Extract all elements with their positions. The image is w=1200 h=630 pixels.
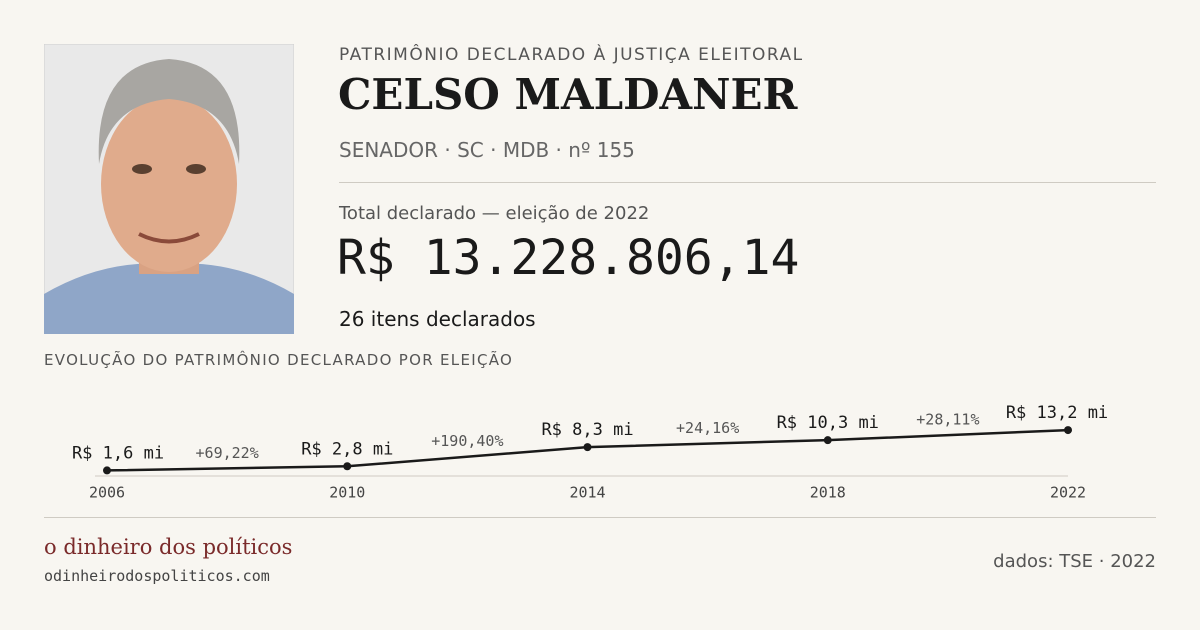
- name: CELSO MALDANER: [338, 70, 798, 119]
- chart: R$ 1,6 mi 2006 R$ 2,8 mi 2010 R$ 8,3 mi 2014 R…: [72, 403, 1108, 502]
- x-tick-label: 2006: [89, 484, 125, 502]
- value-label: R$ 1,6 mi: [72, 443, 164, 463]
- point: [583, 443, 592, 452]
- brand: o dinheiro dos políticos: [44, 535, 293, 559]
- divider: [339, 182, 1156, 183]
- change-label: +28,11%: [916, 411, 979, 429]
- total-label: Total declarado — eleição de 2022: [339, 203, 650, 224]
- items-count: 26 itens declarados: [339, 307, 536, 331]
- url: odinheirodospoliticos.com: [44, 567, 270, 585]
- point: [823, 436, 832, 445]
- change-label: +24,16%: [676, 419, 739, 437]
- x-tick-label: 2018: [810, 484, 846, 502]
- x-tick-label: 2014: [569, 484, 605, 502]
- total-amount: R$ 13.228.806,14: [337, 230, 800, 286]
- change-label: +69,22%: [196, 444, 259, 462]
- point: [103, 466, 111, 475]
- x-tick-label: 2022: [1050, 484, 1086, 502]
- change-label: +190,40%: [431, 432, 503, 450]
- point: [1064, 426, 1072, 435]
- chart-title: EVOLUÇÃO DO PATRIMÔNIO DECLARADO POR ELE…: [44, 351, 514, 369]
- subtitle: SENADOR · SC · MDB · nº 155: [339, 138, 635, 162]
- value-label: R$ 10,3 mi: [777, 413, 879, 433]
- divider: [44, 517, 1156, 518]
- value-label: R$ 13,2 mi: [1006, 403, 1108, 423]
- source: dados: TSE · 2022: [993, 551, 1156, 572]
- portrait: [44, 44, 294, 334]
- value-label: R$ 2,8 mi: [301, 439, 393, 459]
- point: [343, 462, 352, 471]
- x-tick-label: 2010: [329, 484, 365, 502]
- value-label: R$ 8,3 mi: [541, 420, 633, 440]
- kicker: PATRIMÔNIO DECLARADO À JUSTIÇA ELEITORAL: [339, 45, 804, 65]
